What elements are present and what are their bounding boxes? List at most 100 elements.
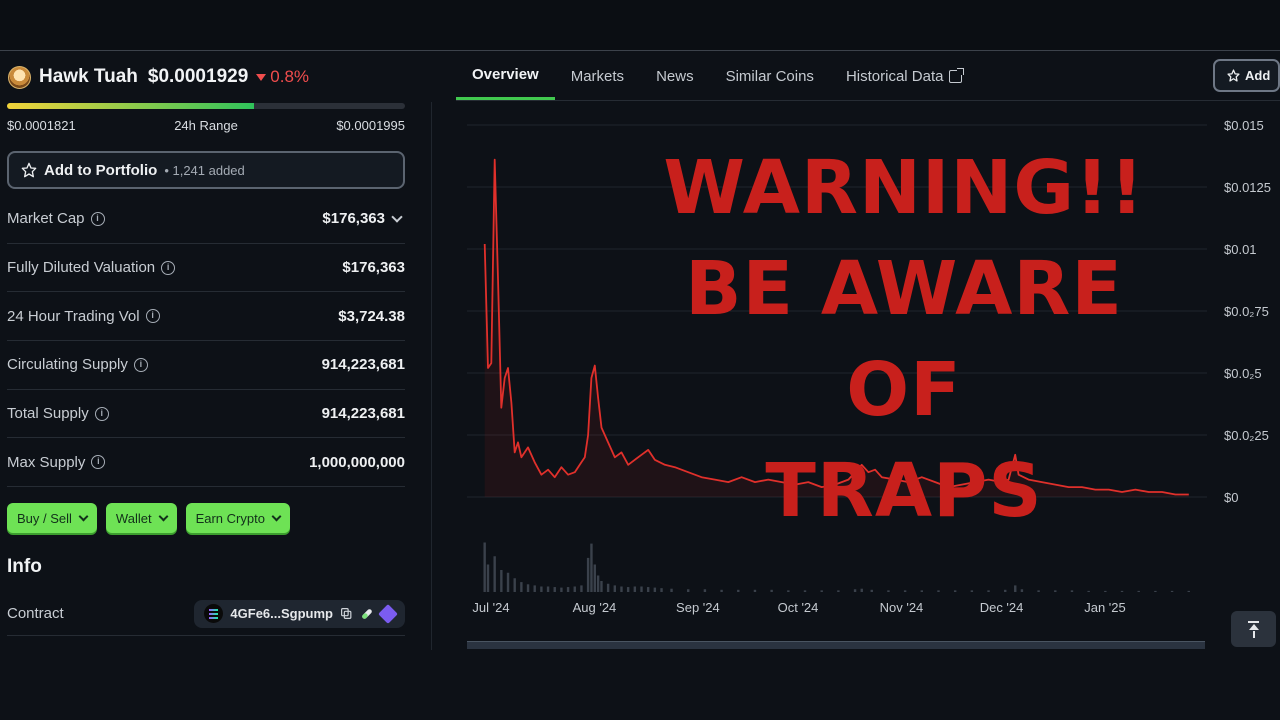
range-low: $0.0001821 bbox=[7, 118, 76, 133]
volume-bar bbox=[646, 587, 650, 592]
solana-icon bbox=[204, 604, 224, 623]
tab-historical-data-label: Historical Data bbox=[845, 67, 944, 85]
volume-bar bbox=[590, 543, 593, 592]
tab-bar: Overview Markets News Similar Coins Hist… bbox=[456, 52, 978, 100]
volume-bar bbox=[626, 587, 630, 592]
y-tick-label: $0.0₂25 bbox=[1224, 428, 1269, 443]
stat-row-circulating-supply: Circulating Supply i 914,223,681 bbox=[7, 341, 405, 390]
contract-pill[interactable]: 4GFe6...Sgpump bbox=[194, 599, 405, 628]
add-button[interactable]: Add bbox=[1213, 59, 1280, 92]
stat-label: Market Cap bbox=[7, 210, 85, 228]
volume-bar bbox=[493, 556, 496, 592]
volume-bar bbox=[870, 589, 873, 592]
stat-label: Total Supply bbox=[7, 405, 89, 423]
star-icon bbox=[21, 162, 37, 178]
y-tick-label: $0.0₂75 bbox=[1224, 304, 1269, 319]
coin-sidebar: Hawk Tuah $0.0001929 0.8% $0.0001821 24h… bbox=[0, 52, 430, 652]
buy-sell-button[interactable]: Buy / Sell bbox=[7, 503, 97, 533]
wallet-button[interactable]: Wallet bbox=[105, 503, 177, 533]
portfolio-count: • 1,241 added bbox=[164, 162, 245, 178]
volume-bar bbox=[1037, 590, 1040, 592]
tab-historical-data[interactable]: Historical Data bbox=[830, 52, 979, 100]
y-tick-label: $0 bbox=[1224, 490, 1238, 505]
info-icon[interactable]: i bbox=[145, 309, 160, 324]
volume-bar bbox=[987, 590, 990, 592]
tab-news[interactable]: News bbox=[656, 67, 694, 85]
scroll-to-top-button[interactable] bbox=[1231, 611, 1276, 647]
x-tick-label: Nov '24 bbox=[880, 600, 924, 615]
volume-bar bbox=[1014, 585, 1017, 592]
info-icon[interactable]: i bbox=[94, 406, 109, 421]
x-tick-label: Sep '24 bbox=[676, 600, 720, 615]
volume-bar bbox=[640, 586, 643, 592]
stat-row-volume: 24 Hour Trading Vol i $3,724.38 bbox=[7, 292, 405, 342]
volume-bar bbox=[787, 590, 790, 592]
stat-value: 1,000,000,000 bbox=[309, 453, 405, 471]
volume-bar bbox=[737, 589, 740, 592]
volume-bar bbox=[506, 572, 510, 592]
info-icon[interactable]: i bbox=[91, 455, 106, 470]
coin-name: Hawk Tuah bbox=[39, 66, 138, 87]
volume-bar bbox=[520, 582, 523, 592]
volume-bars bbox=[483, 542, 1190, 592]
volume-bar bbox=[1154, 590, 1157, 592]
wallet-label: Wallet bbox=[115, 510, 152, 526]
y-axis-labels: $0.015 $0.0125 $0.01 $0.0₂75 $0.0₂5 $0.0₂25 $0 bbox=[1224, 118, 1271, 505]
y-tick-label: $0.01 bbox=[1224, 242, 1257, 257]
coin-header: Hawk Tuah $0.0001929 0.8% bbox=[8, 65, 309, 89]
volume-bar bbox=[560, 587, 563, 592]
market-cap-value[interactable]: $176,363 bbox=[322, 210, 405, 227]
volume-bar bbox=[586, 557, 590, 592]
volume-bar bbox=[1120, 590, 1124, 592]
volume-bar bbox=[553, 587, 556, 592]
y-tick-label: $0.0125 bbox=[1224, 180, 1271, 195]
tab-overview[interactable]: Overview bbox=[456, 52, 555, 100]
volume-bar bbox=[526, 584, 530, 592]
volume-bar bbox=[660, 588, 663, 592]
volume-bar bbox=[580, 585, 583, 592]
volume-bar bbox=[1054, 590, 1057, 592]
volume-bar bbox=[887, 590, 890, 592]
volume-bar bbox=[687, 589, 690, 592]
volume-bar bbox=[770, 589, 773, 592]
stats-table: Market Cap i $176,363 Fully Diluted Valua… bbox=[7, 195, 405, 488]
volume-bar bbox=[1170, 590, 1174, 592]
volume-bar bbox=[1104, 590, 1107, 592]
info-icon[interactable]: i bbox=[90, 211, 105, 226]
add-to-portfolio-button[interactable]: Add to Portfolio • 1,241 added bbox=[7, 151, 405, 189]
stat-value: $176,363 bbox=[342, 259, 405, 277]
volume-bar bbox=[533, 585, 536, 592]
contract-label: Contract bbox=[7, 605, 64, 622]
volume-bar bbox=[620, 586, 623, 592]
star-icon bbox=[1227, 69, 1240, 82]
earn-crypto-label: Earn Crypto bbox=[195, 510, 265, 526]
caret-down-icon bbox=[256, 73, 267, 81]
chart-navigator[interactable] bbox=[467, 641, 1205, 649]
volume-bar bbox=[486, 564, 490, 592]
price-change-value: 0.8% bbox=[270, 67, 310, 86]
volume-bar bbox=[483, 542, 486, 592]
tab-similar-coins[interactable]: Similar Coins bbox=[725, 67, 814, 85]
tab-markets[interactable]: Markets bbox=[570, 67, 625, 85]
info-icon[interactable]: i bbox=[133, 357, 148, 372]
warning-line-1: WARNING!! bbox=[663, 145, 1145, 231]
contract-row: Contract 4GFe6...Sgpump bbox=[7, 592, 405, 636]
copy-icon[interactable] bbox=[340, 607, 353, 620]
stat-row-total-supply: Total Supply i 914,223,681 bbox=[7, 390, 405, 439]
y-tick-label: $0.015 bbox=[1224, 118, 1264, 133]
pill-icon[interactable] bbox=[360, 607, 374, 621]
stat-value: $176,363 bbox=[322, 210, 385, 228]
volume-bar bbox=[703, 589, 707, 592]
x-tick-label: Oct '24 bbox=[778, 600, 819, 615]
buy-sell-label: Buy / Sell bbox=[17, 510, 72, 526]
range-labels: $0.0001821 24h Range $0.0001995 bbox=[7, 118, 405, 133]
earn-crypto-button[interactable]: Earn Crypto bbox=[185, 503, 290, 533]
contract-address: 4GFe6...Sgpump bbox=[230, 606, 333, 621]
volume-bar bbox=[513, 578, 516, 592]
volume-bar bbox=[837, 590, 840, 592]
coin-logo bbox=[8, 65, 31, 89]
volume-bar bbox=[820, 590, 823, 592]
info-icon[interactable]: i bbox=[161, 260, 176, 275]
external-link-icon bbox=[949, 67, 965, 83]
